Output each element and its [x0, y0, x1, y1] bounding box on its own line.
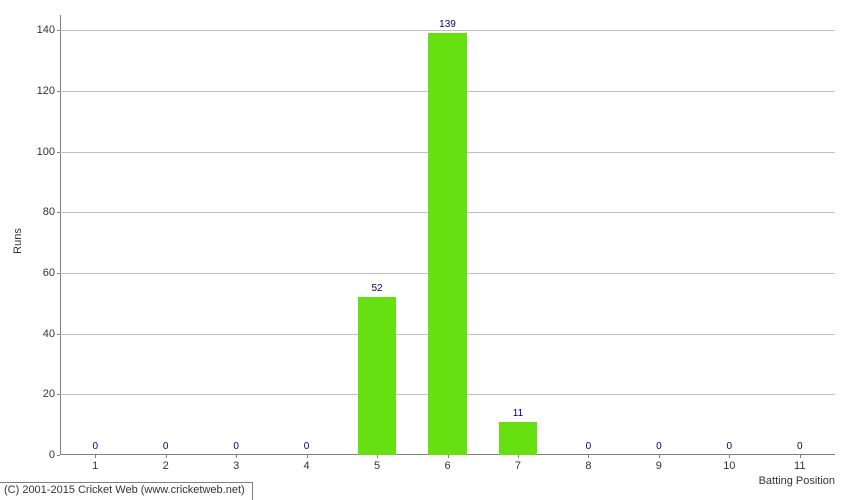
y-tick-mark [57, 30, 60, 31]
bar-value-label: 0 [233, 441, 239, 452]
x-tick-label: 6 [444, 460, 450, 472]
x-axis-title: Batting Position [759, 475, 835, 487]
bar-value-label: 0 [304, 441, 310, 452]
bar-value-label: 52 [371, 283, 382, 294]
x-tick-label: 4 [304, 460, 310, 472]
bar-value-label: 0 [163, 441, 169, 452]
x-tick-label: 8 [585, 460, 591, 472]
y-tick-label: 100 [37, 146, 55, 158]
x-tick-mark [166, 455, 167, 458]
y-tick-label: 0 [49, 449, 55, 461]
y-tick-label: 60 [43, 267, 55, 279]
bar-value-label: 0 [656, 441, 662, 452]
chart-container: 0 0 0 0 52 139 11 0 0 0 0 0 20 40 60 80 100 120 140 1 2 3 4 5… [0, 0, 850, 500]
y-tick-mark [57, 273, 60, 274]
bar-value-label: 139 [439, 19, 456, 30]
y-tick-mark [57, 334, 60, 335]
y-tick-label: 140 [37, 24, 55, 36]
x-tick-mark [377, 455, 378, 458]
x-tick-label: 2 [163, 460, 169, 472]
grid-line [60, 30, 835, 31]
y-tick-mark [57, 152, 60, 153]
bar-value-label: 0 [797, 441, 803, 452]
x-tick-mark [659, 455, 660, 458]
bar [358, 297, 397, 455]
x-tick-mark [448, 455, 449, 458]
x-tick-mark [518, 455, 519, 458]
bar-value-label: 11 [513, 408, 523, 419]
bar-value-label: 0 [92, 441, 98, 452]
x-tick-label: 9 [656, 460, 662, 472]
copyright-border-top [0, 482, 252, 483]
x-tick-label: 7 [515, 460, 521, 472]
x-tick-mark [729, 455, 730, 458]
copyright-text: (C) 2001-2015 Cricket Web (www.cricketwe… [4, 484, 245, 496]
bar [428, 33, 467, 455]
y-tick-mark [57, 455, 60, 456]
x-tick-mark [307, 455, 308, 458]
y-tick-label: 80 [43, 206, 55, 218]
x-tick-label: 1 [92, 460, 98, 472]
x-tick-label: 10 [723, 460, 735, 472]
y-tick-mark [57, 91, 60, 92]
plot-area: 0 0 0 0 52 139 11 0 0 0 0 [60, 15, 835, 455]
y-tick-label: 120 [37, 85, 55, 97]
x-tick-mark [800, 455, 801, 458]
x-tick-mark [95, 455, 96, 458]
bar-value-label: 0 [586, 441, 592, 452]
x-tick-mark [588, 455, 589, 458]
y-tick-label: 20 [43, 388, 55, 400]
y-tick-mark [57, 212, 60, 213]
y-tick-label: 40 [43, 328, 55, 340]
y-axis-title: Runs [12, 228, 24, 254]
y-tick-mark [57, 394, 60, 395]
bar-value-label: 0 [727, 441, 733, 452]
x-tick-mark [236, 455, 237, 458]
y-axis-line [60, 15, 61, 455]
copyright-border-right [252, 482, 253, 500]
x-tick-label: 11 [794, 460, 805, 472]
x-tick-label: 5 [374, 460, 380, 472]
x-tick-label: 3 [233, 460, 239, 472]
bar [499, 422, 538, 455]
